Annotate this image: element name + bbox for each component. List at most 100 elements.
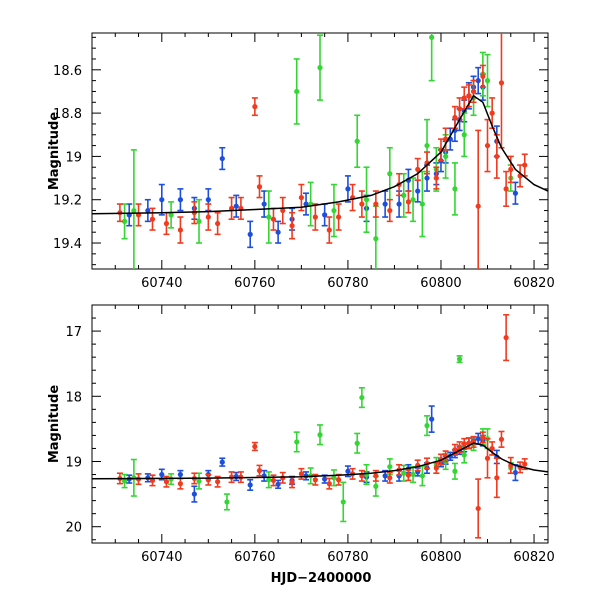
data-point xyxy=(484,455,491,461)
y-tick-label: 18.8 xyxy=(53,107,82,122)
data-area xyxy=(92,313,548,539)
data-point xyxy=(475,78,481,84)
data-point xyxy=(489,445,495,452)
y-tick-label: 20 xyxy=(65,521,82,536)
x-tick-label: 60820 xyxy=(513,550,554,565)
data-point xyxy=(215,220,221,227)
data-point xyxy=(298,471,304,477)
data-point xyxy=(443,153,449,160)
x-tick-label: 60780 xyxy=(327,550,368,565)
data-point xyxy=(387,464,393,470)
data-point xyxy=(205,214,211,220)
data-point xyxy=(345,186,351,192)
data-point xyxy=(219,459,225,465)
data-point xyxy=(191,491,197,497)
data-point xyxy=(480,434,486,440)
data-point xyxy=(461,132,467,138)
data-point xyxy=(294,439,300,445)
data-point xyxy=(405,472,412,478)
data-point xyxy=(461,95,467,101)
data-point xyxy=(484,78,491,84)
data-point xyxy=(480,73,486,79)
y-tick-label: 18.6 xyxy=(53,64,82,79)
data-point xyxy=(461,441,467,447)
data-point xyxy=(382,201,388,207)
data-point xyxy=(331,475,337,481)
x-tick-label: 60760 xyxy=(234,550,275,565)
data-point xyxy=(270,216,277,222)
data-point xyxy=(326,481,332,487)
data-point xyxy=(452,114,458,121)
data-point xyxy=(396,201,402,207)
data-point xyxy=(312,477,318,483)
data-point xyxy=(294,88,300,95)
data-point xyxy=(475,505,481,512)
data-point xyxy=(359,394,365,401)
data-point xyxy=(247,231,253,237)
x-tick-label: 60820 xyxy=(513,276,554,291)
data-point xyxy=(382,473,388,479)
data-point xyxy=(470,88,477,95)
data-point xyxy=(419,201,425,207)
data-point xyxy=(261,201,267,207)
data-point xyxy=(298,194,304,201)
x-axis-label: HJD−2400000 xyxy=(271,571,372,586)
bottom-panel: 60740 60760 60780 60800 60820 17 18 19 20 Magnitu… xyxy=(47,304,555,565)
data-point xyxy=(484,142,491,149)
data-point xyxy=(215,479,221,485)
data-point xyxy=(387,171,393,177)
data-point xyxy=(433,175,439,181)
data-point xyxy=(410,197,416,203)
data-point xyxy=(219,155,225,162)
data-point xyxy=(331,207,337,214)
data-point xyxy=(429,416,435,422)
data-point xyxy=(429,34,435,40)
x-tick-label: 60760 xyxy=(234,276,275,291)
y-tick-label: 17 xyxy=(65,325,82,340)
data-point xyxy=(401,192,407,198)
model-curve xyxy=(92,94,548,215)
data-point xyxy=(424,142,430,149)
data-point xyxy=(322,476,328,482)
data-point xyxy=(159,197,165,203)
data-point xyxy=(336,477,342,483)
data-point xyxy=(196,478,202,484)
data-point xyxy=(452,447,458,453)
data-point xyxy=(247,482,253,488)
data-point xyxy=(131,207,137,214)
data-point xyxy=(326,227,332,233)
x-tick-label: 60740 xyxy=(141,276,182,291)
y-tick-label: 19.4 xyxy=(53,237,82,252)
data-point xyxy=(177,481,184,487)
plot-frame xyxy=(91,32,549,270)
data-point xyxy=(456,106,463,112)
y-axis-label: Magnitude xyxy=(47,385,62,464)
data-point xyxy=(252,104,258,110)
data-point xyxy=(424,175,430,181)
data-point xyxy=(503,335,509,341)
data-point xyxy=(494,475,500,481)
data-point xyxy=(373,201,379,207)
data-point xyxy=(345,468,351,474)
data-point xyxy=(312,214,318,220)
data-point xyxy=(354,138,360,144)
data-point xyxy=(410,471,416,478)
data-point xyxy=(373,236,379,242)
data-point xyxy=(280,207,286,214)
data-point xyxy=(121,478,128,484)
data-point xyxy=(433,465,439,471)
data-point xyxy=(145,207,151,214)
data-point xyxy=(131,475,137,481)
data-point xyxy=(489,110,495,116)
data-point xyxy=(452,186,458,192)
data-point xyxy=(405,199,412,205)
data-point xyxy=(256,468,263,474)
data-point xyxy=(373,483,379,489)
model-curve xyxy=(92,442,548,480)
x-tick-label: 60740 xyxy=(141,550,182,565)
data-point xyxy=(266,477,272,483)
data-point xyxy=(494,153,500,160)
data-point xyxy=(266,214,272,220)
data-point xyxy=(401,470,407,476)
